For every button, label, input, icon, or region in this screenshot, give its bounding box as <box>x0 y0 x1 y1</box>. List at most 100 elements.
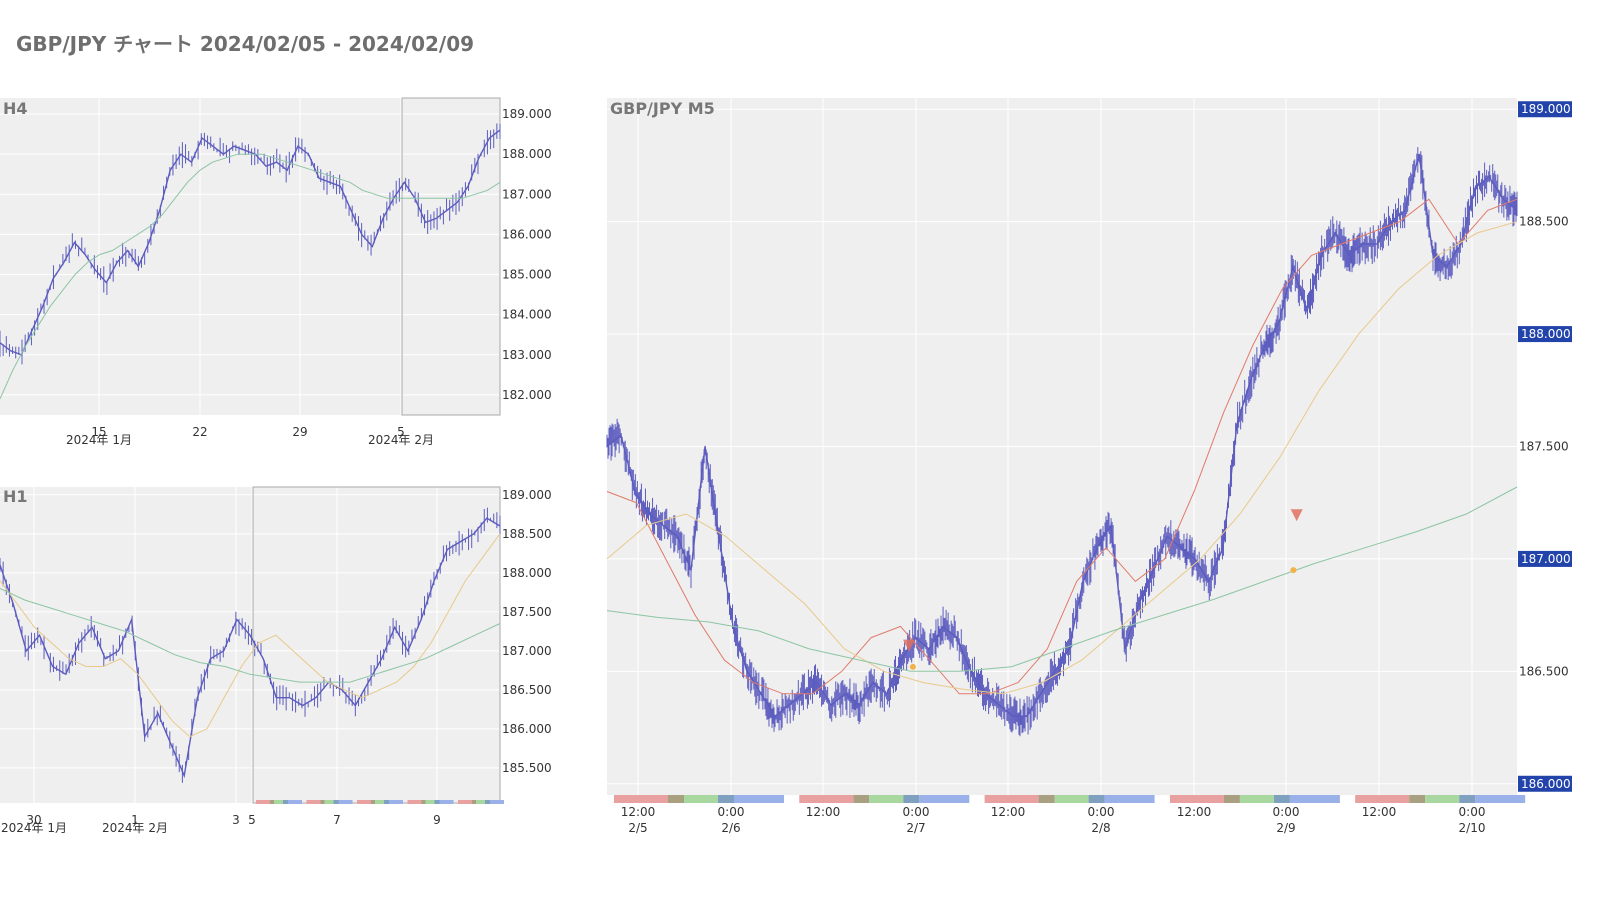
price-label: 187.000 <box>1518 550 1572 567</box>
xtick-date-label: 2/10 <box>1459 821 1486 835</box>
session-bar <box>256 800 270 804</box>
moving-average-line <box>606 221 1518 695</box>
ytick-label: 188.500 <box>502 527 552 541</box>
chart-m5: 186.000 186.500 187.000 187.500 188.000 188.5… <box>606 98 1572 835</box>
ytick-label: 186.000 <box>1521 777 1571 791</box>
xtick-label: 15 <box>91 425 106 439</box>
session-bar <box>425 800 435 804</box>
xtick-label: 5 <box>397 425 405 439</box>
xtick-label: 3 <box>232 813 240 827</box>
panel-title: H1 <box>3 487 28 506</box>
session-bar <box>1289 795 1340 803</box>
session-bar <box>324 800 334 804</box>
xtick-month-label: 2024年 1月 <box>66 433 132 447</box>
session-bar <box>270 800 274 804</box>
session-bar <box>614 795 668 803</box>
session-bar <box>288 800 302 804</box>
moving-average-line <box>606 198 1518 695</box>
session-bar <box>903 795 920 803</box>
session-bar <box>1169 795 1224 803</box>
price-label: 189.000 <box>1518 101 1572 118</box>
session-bar <box>1355 795 1410 803</box>
ytick-label: 185.500 <box>502 761 552 775</box>
price-label: 186.000 <box>1518 775 1572 792</box>
session-bar <box>1475 795 1526 803</box>
xtick-label: 12:00 <box>806 805 841 819</box>
chart-h4: 182.000 183.000 184.000 185.000 186.000 187.0… <box>0 97 552 447</box>
session-bar <box>1273 795 1290 803</box>
xtick-month-label: 2024年 2月 <box>368 433 434 447</box>
session-bar <box>371 800 375 804</box>
session-bar <box>384 800 389 804</box>
ytick-label: 186.500 <box>502 683 552 697</box>
ytick-label: 188.500 <box>1519 215 1569 229</box>
ytick-label: 187.000 <box>502 187 552 201</box>
session-bar <box>283 800 288 804</box>
xtick-label: 0:00 <box>718 805 745 819</box>
session-bar <box>1223 795 1240 803</box>
session-bar <box>1054 795 1089 803</box>
xtick-date-label: 2/5 <box>628 821 647 835</box>
session-bar <box>1239 795 1274 803</box>
session-bar <box>389 800 403 804</box>
session-bar <box>472 800 476 804</box>
session-bar <box>1104 795 1155 803</box>
sell-marker <box>1290 509 1303 522</box>
ytick-label: 187.000 <box>502 644 552 658</box>
xtick-date-label: 2/7 <box>906 821 925 835</box>
session-bar <box>333 800 339 804</box>
ytick-label: 187.000 <box>1521 552 1571 566</box>
page-title: GBP/JPY チャート 2024/02/05 - 2024/02/09 <box>16 32 475 56</box>
xtick-label: 12:00 <box>1177 805 1212 819</box>
xtick-label: 12:00 <box>1362 805 1397 819</box>
ytick-label: 185.000 <box>502 268 552 282</box>
xtick-month-label: 2024年 1月 <box>1 821 67 835</box>
panel-title: GBP/JPY M5 <box>610 99 715 118</box>
session-bar <box>919 795 970 803</box>
xtick-label: 0:00 <box>1088 805 1115 819</box>
session-bar <box>320 800 325 804</box>
xtick-date-label: 2/8 <box>1091 821 1110 835</box>
xtick-label: 30 <box>26 813 41 827</box>
ytick-label: 187.500 <box>502 605 552 619</box>
ytick-label: 182.000 <box>502 388 552 402</box>
session-bar <box>476 800 485 804</box>
ytick-label: 188.000 <box>502 147 552 161</box>
session-bar <box>1088 795 1105 803</box>
buy-marker <box>909 663 916 670</box>
highlight-range <box>401 97 501 416</box>
session-bar <box>1425 795 1460 803</box>
moving-average-line <box>0 153 501 400</box>
session-bar <box>684 795 718 803</box>
price-label-bg <box>1518 775 1572 792</box>
session-bar <box>718 795 734 803</box>
session-bar <box>490 800 504 804</box>
xtick-label: 1 <box>131 813 139 827</box>
session-bar <box>338 800 353 804</box>
session-bar <box>869 795 904 803</box>
moving-average-line <box>0 533 501 738</box>
xtick-label: 0:00 <box>1273 805 1300 819</box>
ytick-label: 189.000 <box>502 488 552 502</box>
xtick-label: 29 <box>292 425 307 439</box>
ytick-label: 184.000 <box>502 308 552 322</box>
session-bar <box>274 800 283 804</box>
session-bar <box>458 800 472 804</box>
session-bar <box>439 800 454 804</box>
ytick-label: 186.000 <box>502 722 552 736</box>
price-label: 188.000 <box>1518 326 1572 343</box>
sell-marker <box>903 639 916 652</box>
session-bar <box>485 800 490 804</box>
session-bar <box>375 800 384 804</box>
session-bar <box>1409 795 1426 803</box>
xtick-label: 0:00 <box>903 805 930 819</box>
plot-area <box>0 487 500 803</box>
session-bar <box>1459 795 1476 803</box>
session-bar <box>434 800 440 804</box>
xtick-label: 5 <box>248 813 256 827</box>
ytick-label: 188.000 <box>1521 327 1571 341</box>
buy-marker <box>1290 567 1297 574</box>
ytick-label: 189.000 <box>502 107 552 121</box>
session-bar <box>357 800 371 804</box>
